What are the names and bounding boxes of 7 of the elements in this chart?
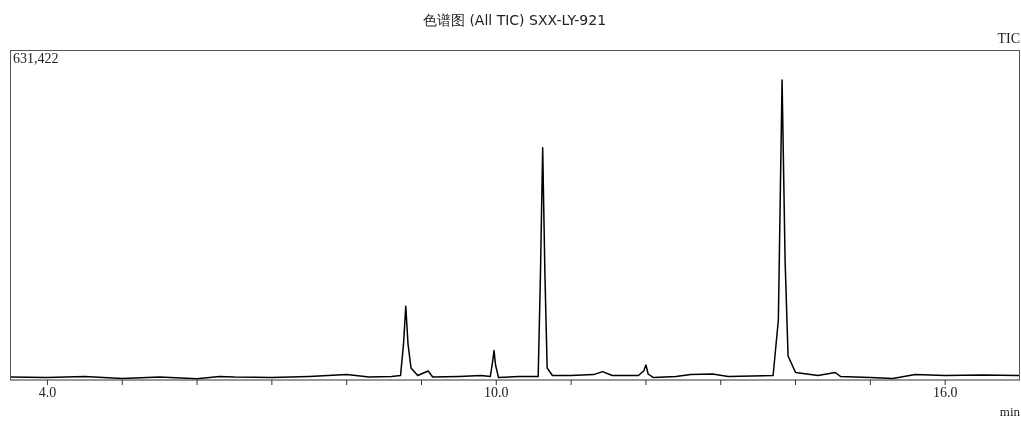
chart-title: 色谱图 (All TIC) SXX-LY-921 <box>421 12 608 30</box>
x-tick-label: 16.0 <box>932 384 958 400</box>
x-tick-label: 4.0 <box>38 384 57 400</box>
text: TIC <box>997 31 1020 47</box>
text: 631,422 <box>13 51 59 67</box>
x-tick-label: 10.0 <box>484 384 509 400</box>
x-axis-title: min <box>999 404 1020 420</box>
